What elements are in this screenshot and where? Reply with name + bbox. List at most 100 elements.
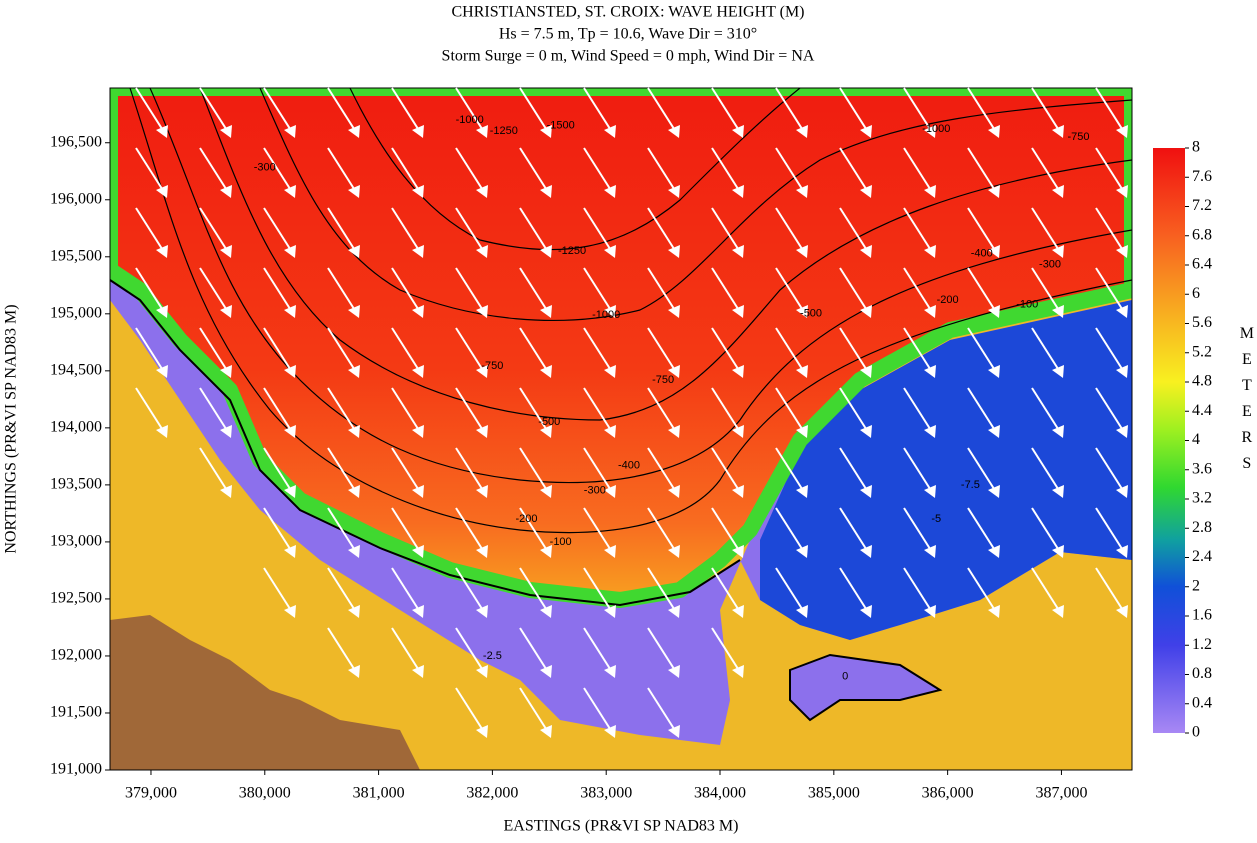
- wave-arrow-head: [156, 125, 168, 138]
- wave-arrow: [967, 87, 997, 133]
- wave-arrow-head: [604, 245, 616, 258]
- wave-arrow-head: [604, 305, 616, 318]
- wave-arrow-head: [284, 245, 296, 258]
- wave-arrow: [199, 87, 229, 133]
- wave-arrow-head: [412, 605, 424, 618]
- wave-arrow-head: [860, 365, 872, 378]
- wave-arrow: [583, 267, 613, 313]
- wave-arrow-head: [348, 665, 360, 678]
- wave-arrow-head: [924, 605, 936, 618]
- contour-label: -300: [584, 484, 606, 496]
- wave-arrow: [647, 207, 677, 253]
- wave-arrow: [455, 87, 485, 133]
- wave-arrow-head: [220, 365, 232, 378]
- wave-arrow: [263, 87, 293, 133]
- x-tick-label: 384,000: [694, 785, 746, 802]
- wave-arrow: [647, 687, 677, 733]
- wave-arrow-head: [924, 485, 936, 498]
- wave-arrow-head: [1052, 425, 1064, 438]
- colorbar-tick-label: 2.8: [1192, 519, 1212, 536]
- wave-arrow: [135, 147, 165, 193]
- wave-arrow: [775, 207, 805, 253]
- wave-arrow-head: [988, 485, 1000, 498]
- wave-arrow: [647, 387, 677, 433]
- wave-arrow: [135, 387, 165, 433]
- wave-arrow: [1031, 267, 1061, 313]
- colorbar: [1153, 148, 1185, 733]
- contour-label: -1250: [558, 245, 586, 257]
- wave-arrow-head: [156, 365, 168, 378]
- wave-arrow: [1095, 447, 1125, 493]
- wave-arrow: [391, 627, 421, 673]
- wave-arrow-head: [1052, 185, 1064, 198]
- wave-arrows: [135, 87, 1128, 738]
- wave-arrow: [327, 267, 357, 313]
- wave-arrow-head: [220, 485, 232, 498]
- map: [110, 88, 1132, 770]
- wave-arrow-head: [924, 365, 936, 378]
- colorbar-tick-label: 0.4: [1192, 694, 1212, 711]
- wave-arrow: [263, 387, 293, 433]
- wave-arrow-head: [860, 485, 872, 498]
- wave-arrow: [839, 447, 869, 493]
- wave-arrow: [647, 627, 677, 673]
- wave-arrow: [391, 207, 421, 253]
- wave-arrow: [967, 447, 997, 493]
- wave-arrow-head: [220, 305, 232, 318]
- wave-arrow-head: [988, 545, 1000, 558]
- wave-arrow: [903, 507, 933, 553]
- colorbar-tick-label: 3.6: [1192, 460, 1212, 477]
- wave-arrow-head: [668, 545, 680, 558]
- wave-arrow-head: [1116, 605, 1128, 618]
- wave-arrow: [455, 267, 485, 313]
- wave-arrow-head: [668, 425, 680, 438]
- wave-arrow-head: [476, 725, 488, 738]
- wave-arrow-head: [1116, 545, 1128, 558]
- wave-arrow-head: [1052, 485, 1064, 498]
- wave-arrow-head: [860, 185, 872, 198]
- wave-arrow: [839, 567, 869, 613]
- wave-arrow: [775, 87, 805, 133]
- wave-arrow: [391, 507, 421, 553]
- wave-arrow-head: [988, 125, 1000, 138]
- chart-title: CHRISTIANSTED, ST. CROIX: WAVE HEIGHT (M…: [451, 4, 804, 21]
- colorbar-tick-label: 7.6: [1192, 168, 1212, 185]
- wave-arrow: [1095, 327, 1125, 373]
- contour-label: -1250: [490, 125, 518, 137]
- wave-arrow-head: [1116, 365, 1128, 378]
- wave-arrow-head: [1116, 125, 1128, 138]
- wave-arrow-head: [220, 125, 232, 138]
- wave-arrow-head: [284, 185, 296, 198]
- colorbar-tick-label: 4.4: [1192, 402, 1212, 419]
- wave-arrow: [455, 687, 485, 733]
- wave-arrow: [967, 327, 997, 373]
- subtitle: Storm Surge = 0 m, Wind Speed = 0 mph, W…: [442, 48, 815, 65]
- wave-arrow-head: [604, 425, 616, 438]
- wave-arrow-head: [540, 125, 552, 138]
- wave-arrow: [711, 507, 741, 553]
- wave-arrow: [583, 447, 613, 493]
- wave-arrow-head: [220, 185, 232, 198]
- wave-arrow-head: [604, 185, 616, 198]
- wave-arrow: [775, 387, 805, 433]
- contour-label: -300: [254, 162, 276, 174]
- wave-arrow-head: [988, 245, 1000, 258]
- y-tick-label: 192,000: [50, 647, 102, 664]
- wave-arrow: [455, 567, 485, 613]
- wave-arrow-head: [796, 545, 808, 558]
- wave-arrow: [711, 267, 741, 313]
- wave-arrow: [839, 207, 869, 253]
- wave-arrow: [455, 447, 485, 493]
- wave-arrow: [903, 207, 933, 253]
- wave-arrow-head: [476, 125, 488, 138]
- wave-arrow-head: [860, 425, 872, 438]
- ocean: [110, 88, 1132, 608]
- x-tick-label: 380,000: [239, 785, 291, 802]
- wave-arrow-head: [540, 605, 552, 618]
- wave-arrow-head: [604, 485, 616, 498]
- y-axis-label: NORTHINGS (PR&VI SP NAD83 M): [3, 304, 20, 553]
- wave-arrow: [647, 267, 677, 313]
- wave-arrow: [775, 567, 805, 613]
- colorbar-tick-label: 2.4: [1192, 548, 1212, 565]
- wave-arrow: [327, 207, 357, 253]
